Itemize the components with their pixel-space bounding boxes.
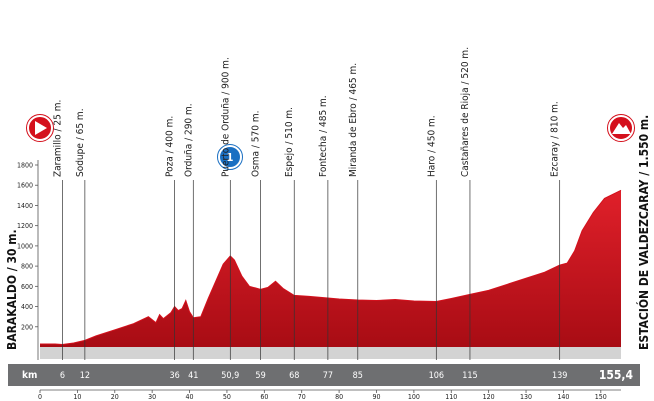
km-bar: [8, 364, 640, 386]
y-tick-label: 600: [21, 283, 33, 291]
waypoint-km: 36: [169, 371, 179, 381]
profile: [40, 189, 622, 346]
x-tick-label: 60: [260, 393, 268, 401]
x-tick-label: 90: [372, 393, 380, 401]
y-tick-label: 200: [21, 323, 33, 331]
x-tick-label: 30: [148, 393, 156, 401]
x-tick-label: 50: [223, 393, 231, 401]
waypoint-label: Ezcaray / 810 m.: [550, 101, 561, 177]
y-tick-label: 1200: [17, 222, 33, 230]
svg-text:1: 1: [227, 151, 234, 164]
start-label: BARAKALDO / 30 m.: [5, 229, 19, 350]
waypoint-label: Castañares de Rioja / 520 m.: [460, 47, 471, 177]
waypoint-km: 106: [429, 371, 444, 381]
waypoint-label: Zaramillo / 25 m.: [52, 100, 63, 177]
x-tick-label: 20: [111, 393, 119, 401]
waypoint-km: 139: [552, 371, 567, 381]
y-tick-label: 1600: [17, 182, 33, 190]
waypoint-label: Sodupe / 65 m.: [75, 108, 86, 177]
waypoint-km: 59: [255, 371, 265, 381]
x-tick-label: 130: [520, 393, 532, 401]
waypoint-km: 41: [188, 371, 198, 381]
waypoint-label: Poza / 400 m.: [165, 116, 176, 177]
start-icon: [26, 114, 54, 142]
waypoint-label: Espejo / 510 m.: [284, 107, 295, 177]
waypoint-label: Orduña / 290 m.: [183, 103, 194, 177]
y-tick-label: 1400: [17, 202, 33, 210]
waypoint-km: 85: [353, 371, 363, 381]
y-tick-label: 1800: [17, 162, 33, 170]
x-tick-label: 70: [298, 393, 306, 401]
profile-fill: [40, 190, 621, 347]
climb-icon: 1: [217, 144, 243, 170]
waypoint-km: 77: [323, 371, 333, 381]
x-tick-label: 100: [408, 393, 420, 401]
waypoint-km: 12: [80, 371, 90, 381]
waypoint-label: Haro / 450 m.: [426, 115, 437, 177]
x-tick-label: 80: [335, 393, 343, 401]
x-tick-label: 120: [483, 393, 495, 401]
base-band: [40, 347, 621, 359]
finish-icon: [607, 114, 635, 142]
x-tick-label: 150: [595, 393, 607, 401]
finish-label: ESTACIÓN DE VALDEZCARAY / 1.550 m.: [636, 115, 651, 350]
waypoint-label: Fontecha / 485 m.: [318, 95, 329, 177]
waypoint-label: Puerto de Orduña / 900 m.: [220, 57, 231, 177]
waypoint-label: Osma / 570 m.: [251, 111, 262, 177]
y-tick-label: 1000: [17, 242, 33, 250]
x-tick-label: 10: [73, 393, 81, 401]
x-tick-label: 40: [186, 393, 194, 401]
x-tick-label: 110: [445, 393, 457, 401]
waypoint-km: 50,9: [221, 371, 239, 381]
waypoint-km: 68: [289, 371, 299, 381]
y-tick-label: 400: [21, 303, 33, 311]
finish-km: 155,4: [599, 368, 634, 382]
x-tick-label: 0: [38, 393, 42, 401]
x-tick-label: 140: [557, 393, 569, 401]
waypoint-km: 6: [60, 371, 65, 381]
waypoint-label: Miranda de Ebro / 465 m.: [348, 63, 359, 177]
waypoint-km: 115: [462, 371, 477, 381]
km-label: km: [22, 370, 37, 381]
y-tick-label: 800: [21, 263, 33, 271]
